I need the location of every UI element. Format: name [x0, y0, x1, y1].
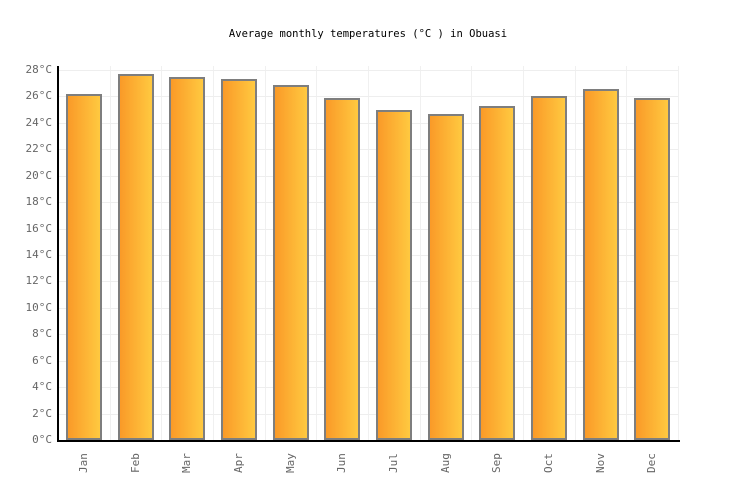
vertical-gridline	[420, 66, 421, 440]
horizontal-gridline	[58, 334, 678, 335]
y-tick-label: 6°C	[32, 354, 52, 367]
x-tick-label-may: May	[284, 453, 297, 473]
x-tick-label-feb: Feb	[129, 453, 142, 473]
horizontal-gridline	[58, 387, 678, 388]
x-tick-label-sep: Sep	[490, 453, 503, 473]
y-tick-label: 20°C	[25, 169, 53, 182]
horizontal-gridline	[58, 308, 678, 309]
y-tick-label: 2°C	[32, 407, 52, 420]
horizontal-gridline	[58, 229, 678, 230]
y-tick-label: 12°C	[25, 274, 53, 287]
bar-apr	[221, 79, 257, 440]
vertical-gridline	[161, 66, 162, 440]
x-tick-label-nov: Nov	[594, 453, 607, 473]
horizontal-gridline	[58, 361, 678, 362]
bar-aug	[428, 114, 464, 440]
vertical-gridline	[523, 66, 524, 440]
x-tick-label-jul: Jul	[387, 453, 400, 473]
y-tick-label: 8°C	[32, 327, 52, 340]
x-tick-label-apr: Apr	[232, 453, 245, 473]
y-tick-label: 18°C	[25, 195, 53, 208]
y-tick-label: 0°C	[32, 433, 52, 446]
vertical-gridline	[265, 66, 266, 440]
vertical-gridline	[575, 66, 576, 440]
bar-jun	[324, 98, 360, 440]
chart-title: Average monthly temperatures (°C ) in Ob…	[228, 28, 508, 40]
bar-dec	[634, 98, 670, 440]
y-axis-line	[57, 66, 59, 442]
y-tick-label: 28°C	[25, 63, 53, 76]
horizontal-gridline	[58, 414, 678, 415]
vertical-gridline	[368, 66, 369, 440]
y-tick-label: 24°C	[25, 116, 53, 129]
bar-sep	[479, 106, 515, 440]
y-tick-label: 10°C	[25, 301, 53, 314]
vertical-gridline	[213, 66, 214, 440]
y-tick-label: 22°C	[25, 142, 53, 155]
horizontal-gridline	[58, 70, 678, 71]
x-tick-label-jan: Jan	[77, 453, 90, 473]
horizontal-gridline	[58, 255, 678, 256]
vertical-gridline	[626, 66, 627, 440]
horizontal-gridline	[58, 281, 678, 282]
horizontal-gridline	[58, 149, 678, 150]
x-axis-line	[57, 440, 680, 442]
horizontal-gridline	[58, 96, 678, 97]
x-tick-label-dec: Dec	[645, 453, 658, 473]
bar-feb	[118, 74, 154, 440]
bar-mar	[169, 77, 205, 440]
x-tick-label-aug: Aug	[439, 453, 452, 473]
horizontal-gridline	[58, 176, 678, 177]
bar-nov	[583, 89, 619, 440]
bar-jul	[376, 110, 412, 440]
x-tick-label-oct: Oct	[542, 453, 555, 473]
bar-oct	[531, 96, 567, 440]
x-tick-label-mar: Mar	[180, 453, 193, 473]
vertical-gridline	[471, 66, 472, 440]
horizontal-gridline	[58, 202, 678, 203]
vertical-gridline	[678, 66, 679, 440]
bar-may	[273, 85, 309, 440]
y-tick-label: 14°C	[25, 248, 53, 261]
y-tick-label: 16°C	[25, 222, 53, 235]
y-tick-label: 26°C	[25, 89, 53, 102]
vertical-gridline	[316, 66, 317, 440]
y-tick-label: 4°C	[32, 380, 52, 393]
horizontal-gridline	[58, 123, 678, 124]
x-tick-label-jun: Jun	[335, 453, 348, 473]
bar-jan	[66, 94, 102, 440]
vertical-gridline	[110, 66, 111, 440]
